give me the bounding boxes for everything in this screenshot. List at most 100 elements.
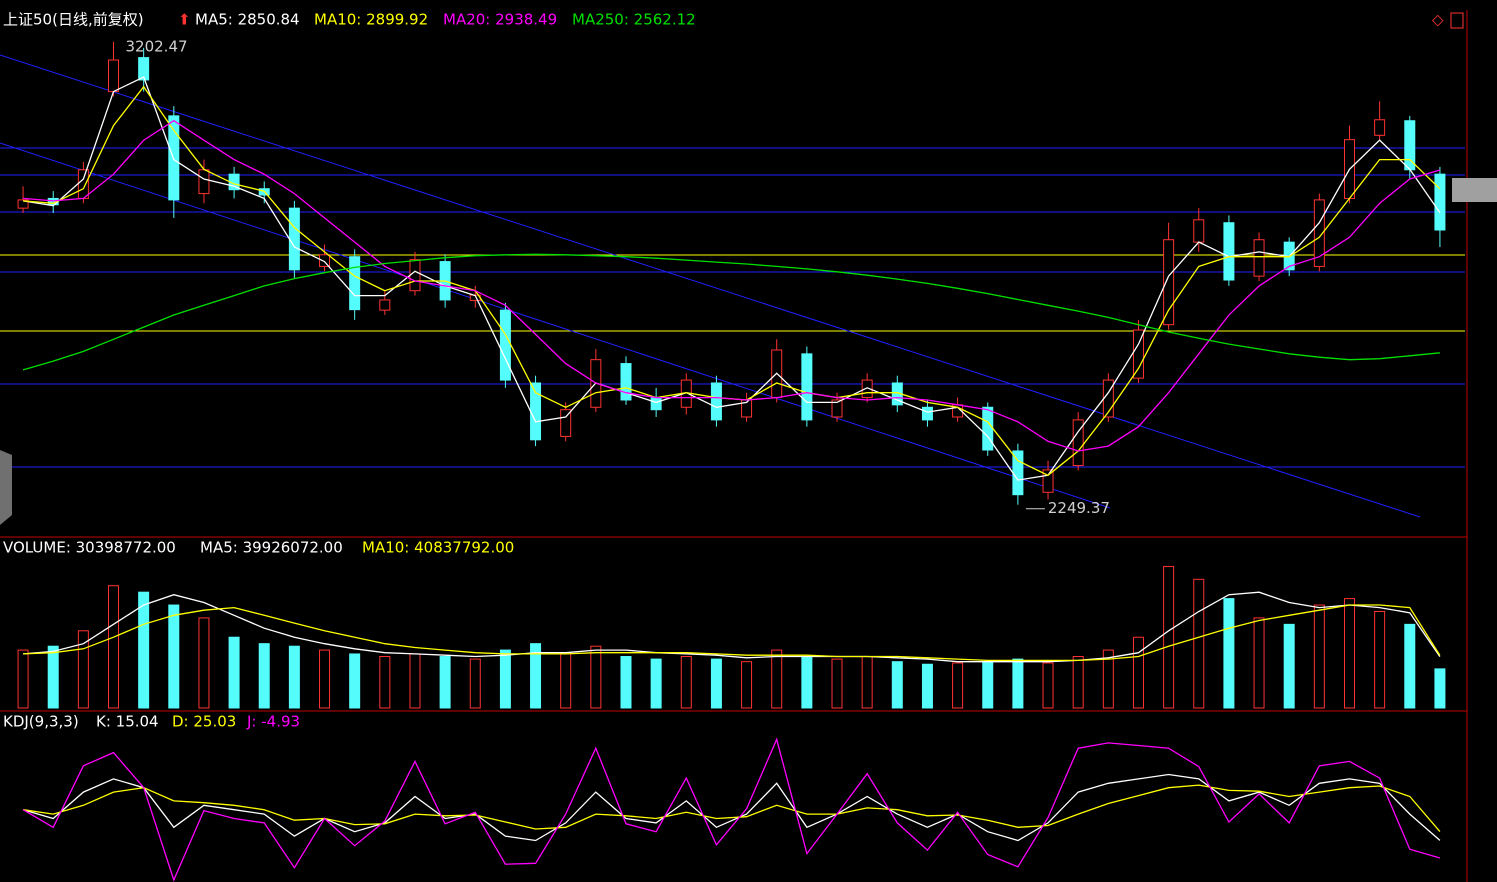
candle-body [1313,199,1325,267]
legend-item: J: -4.93 [246,713,300,731]
legend-item: MA5: 39926072.00 [200,539,343,557]
price-marker [1452,178,1497,202]
panel-title: VOLUME: 30398772.00 [3,539,176,557]
legend-item: MA5: 2850.84 [195,11,300,29]
volume-bar [77,630,89,709]
volume-bar [138,591,150,709]
series-line [23,591,1441,663]
candle-body [921,406,933,421]
volume-bar [741,661,753,709]
candle-body [349,256,361,311]
volume-bar [108,585,120,709]
volume-bar [1343,598,1355,709]
volume-bar [409,653,421,709]
candle-body [982,406,994,451]
volume-bar [650,658,662,709]
candle-body [138,57,150,81]
candle-body [499,309,511,381]
low-label: 2249.37 [1048,499,1110,517]
candle-body [1193,219,1205,243]
candle-body [1223,222,1235,281]
channel-line [0,54,1421,518]
volume-bar [1042,662,1054,709]
volume-bar [680,656,692,709]
series-line [22,773,1441,842]
volume-bar [349,653,361,709]
volume-bar [560,653,572,709]
candle-body [620,363,632,401]
volume-bar [168,604,180,709]
candle-body [710,382,722,421]
volume-bar [319,649,331,709]
volume-bar [801,656,813,709]
candle-body [17,199,29,209]
candle-body [379,299,391,311]
volume-bar [1132,636,1144,709]
volume-bar [710,658,722,709]
candle-body [801,353,813,421]
volume-bar [47,645,59,709]
legend-item: K: 15.04 [96,713,159,731]
volume-bar [1253,617,1265,709]
candle-body [198,169,210,195]
volume-bar [288,645,300,709]
drawn-lines [0,54,1465,518]
volume-bar [439,656,451,709]
volume-bar [1313,604,1325,709]
legend-item: D: 25.03 [172,713,236,731]
candle-body [560,409,572,437]
side-tab [0,450,12,525]
series-line [22,253,1440,371]
candle-body [1434,173,1446,231]
candle-body [1042,469,1054,493]
volume-bar [1163,565,1175,709]
volume-bar [1102,649,1114,709]
volume-bar [590,645,602,709]
volume-bar [228,636,240,709]
series-line [23,119,1441,452]
series-line [22,737,1441,882]
series-line [23,85,1441,477]
legend-item: MA10: 40837792.00 [362,539,514,557]
volume-bar [921,663,933,709]
legend-item: MA10: 2899.92 [314,11,428,29]
volume-bar [1374,610,1386,709]
volume-bar [982,661,994,709]
volume-bar [620,656,632,709]
volume-bar [198,617,210,709]
high-label: 3202.47 [126,37,188,55]
volume-bar [831,658,843,709]
legend-item: MA250: 2562.12 [572,11,696,29]
candle-body [1072,419,1084,467]
legend-item: MA20: 2938.49 [443,11,557,29]
candle-body [1253,239,1265,277]
volume-bar [530,643,542,709]
candle-body [288,207,300,271]
candle-body [409,259,421,292]
candle-body [77,169,89,199]
volume-bar [1404,623,1416,709]
candle-body [1374,119,1386,136]
icon: ◇ [1432,11,1444,29]
series-line [23,784,1441,833]
volume-bar [952,662,964,709]
arrow-icon: ⬆ [178,11,191,29]
volume-bar [771,649,783,709]
candle-body [861,379,873,399]
channel-line [0,142,1111,509]
volume-bar [1223,598,1235,709]
candle-body [831,399,843,418]
volume-bar [258,643,270,709]
candle-body [319,254,331,267]
candle-body [1132,329,1144,379]
volume-bar [469,658,481,709]
candle-body [108,59,120,93]
panel-title: KDJ(9,3,3) [3,713,79,731]
volume-bar [1283,623,1295,709]
volume-bar [891,661,903,709]
volume-bar [1072,656,1084,709]
volume-bar [1434,668,1446,709]
candle-body [1163,239,1175,326]
series-line [23,604,1441,662]
marks: 3202.47 2249.37 上证50(日线,前复权) MA5: 2850.84 MA… [3,11,1446,882]
